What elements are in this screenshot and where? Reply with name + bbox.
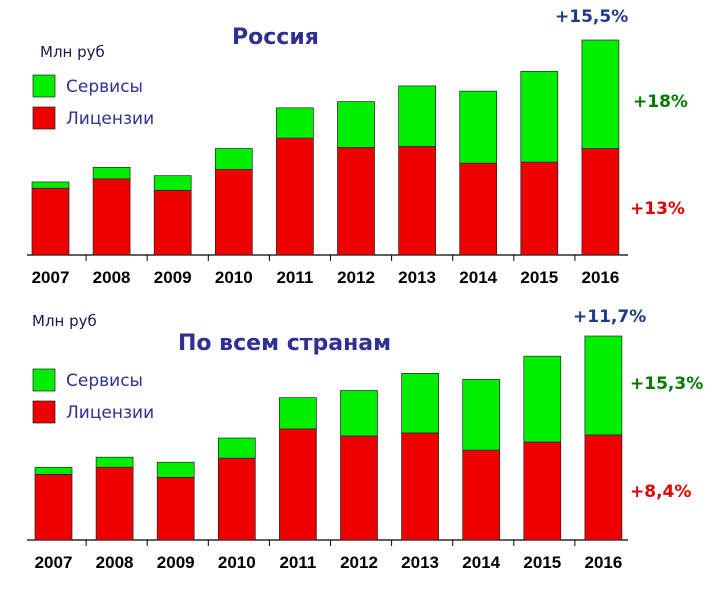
unit-label: Млн руб [40, 43, 105, 61]
legend-swatch-services [32, 368, 56, 392]
bar-licenses-2011 [276, 137, 314, 256]
bar-licenses-2015 [523, 441, 562, 541]
bar-services-2016 [581, 39, 620, 149]
bar-services-2007 [34, 466, 73, 475]
x-tick-label-2010: 2010 [218, 553, 256, 572]
bar-services-2010 [214, 148, 253, 170]
bar-services-2012 [337, 101, 375, 148]
x-tick-label-2012: 2012 [340, 553, 378, 572]
bar-services-2010 [217, 437, 256, 459]
x-tick-label-2009: 2009 [154, 268, 192, 287]
x-tick-label-2008: 2008 [96, 553, 134, 572]
x-tick-label-2008: 2008 [93, 268, 131, 287]
bar-services-2014 [462, 379, 501, 451]
x-tick-label-2011: 2011 [279, 553, 316, 572]
x-tick-label-2007: 2007 [32, 268, 70, 287]
x-tick-label-2015: 2015 [520, 268, 558, 287]
bar-services-2015 [523, 355, 562, 443]
x-tick-label-2009: 2009 [157, 553, 195, 572]
chart-title: По всем странам [178, 331, 391, 356]
bar-services-2011 [276, 107, 314, 139]
bar-licenses-2009 [156, 477, 195, 541]
x-tick-labels: 2007 2008 2009 2010 2011 2012 2013 2014 2015 2016 [32, 268, 620, 287]
bar-licenses-2008 [92, 178, 131, 256]
x-tick-label-2014: 2014 [462, 553, 500, 572]
bar-licenses-2007 [34, 474, 73, 541]
legend-swatch-services [32, 74, 56, 98]
bar-services-2011 [279, 397, 317, 430]
bar-services-2014 [459, 90, 498, 164]
legend-label-licenses: Лицензии [66, 109, 154, 129]
bar-licenses-2016 [581, 148, 620, 256]
bar-licenses-2013 [398, 146, 436, 256]
legend-label-services: Сервисы [66, 371, 143, 391]
bar-licenses-2013 [401, 432, 439, 541]
bar-licenses-2011 [279, 428, 317, 541]
bar-services-2013 [398, 85, 436, 147]
legend-swatch-licenses [32, 106, 56, 130]
x-tick-labels: 2007 2008 2009 2010 2011 2012 2013 2014 2015 2016 [35, 553, 623, 572]
x-tick-label-2013: 2013 [398, 268, 436, 287]
bar-services-2007 [31, 181, 70, 189]
bar-services-2009 [153, 175, 192, 191]
x-tick-label-2011: 2011 [276, 268, 313, 287]
legend-label-licenses: Лицензии [66, 403, 154, 423]
bar-services-2008 [92, 166, 131, 180]
bar-services-2016 [584, 335, 623, 436]
chart-russia: Млн руб Россия Сервисы Лицензии 2007 2008… [27, 7, 688, 287]
chart-all-countries: Млн руб По всем странам Сервисы Лицензии… [27, 307, 703, 572]
annotation-licenses-growth: +8,4% [630, 482, 691, 502]
bar-services-2008 [95, 456, 134, 468]
bar-licenses-2012 [340, 435, 378, 541]
bar-licenses-2014 [462, 449, 501, 541]
chart-title: Россия [232, 25, 319, 50]
bar-services-2009 [156, 461, 195, 478]
annotation-total-growth: +15,5% [555, 7, 628, 27]
bar-services-2012 [340, 390, 378, 437]
x-tick-label-2012: 2012 [337, 268, 375, 287]
axes [27, 539, 628, 546]
annotation-services-growth: +18% [633, 92, 688, 112]
bar-licenses-2015 [520, 161, 559, 256]
bars [34, 335, 623, 541]
x-tick-label-2015: 2015 [523, 553, 561, 572]
bar-licenses-2016 [584, 434, 623, 541]
unit-label: Млн руб [32, 312, 97, 330]
x-tick-label-2016: 2016 [584, 553, 622, 572]
x-tick-label-2007: 2007 [35, 553, 73, 572]
bar-licenses-2010 [214, 169, 253, 256]
annotation-services-growth: +15,3% [630, 374, 703, 394]
bar-licenses-2012 [337, 147, 375, 256]
x-tick-label-2016: 2016 [581, 268, 619, 287]
legend-label-services: Сервисы [66, 77, 143, 97]
x-tick-label-2014: 2014 [459, 268, 497, 287]
axes [27, 254, 628, 261]
annotation-total-growth: +11,7% [573, 307, 646, 327]
bar-services-2015 [520, 70, 559, 163]
bar-licenses-2010 [217, 457, 256, 541]
annotation-licenses-growth: +13% [630, 199, 685, 219]
bar-services-2013 [401, 373, 439, 434]
bars [31, 39, 620, 256]
bar-licenses-2007 [31, 187, 70, 256]
bar-licenses-2008 [95, 466, 134, 541]
x-tick-label-2010: 2010 [215, 268, 253, 287]
bar-licenses-2009 [153, 189, 192, 256]
x-tick-label-2013: 2013 [401, 553, 439, 572]
bar-licenses-2014 [459, 162, 498, 256]
legend-swatch-licenses [32, 400, 56, 424]
